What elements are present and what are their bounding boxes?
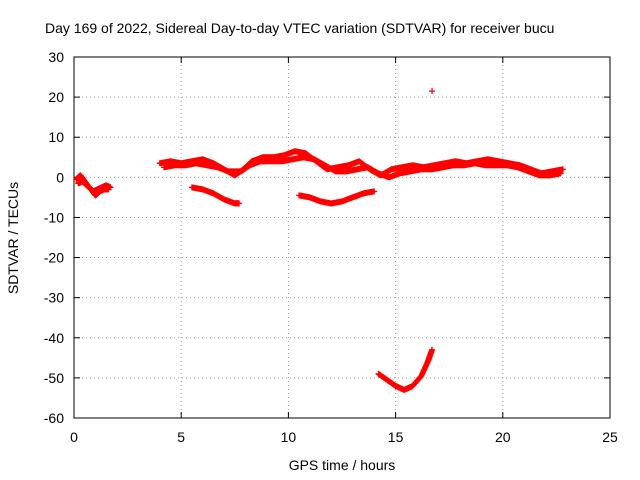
y-tick-label: 20 — [48, 89, 64, 105]
y-tick-label: -30 — [44, 290, 64, 306]
grid — [74, 57, 610, 418]
data-point — [236, 200, 243, 207]
data-point — [371, 188, 378, 195]
data-marks — [73, 88, 566, 393]
y-axis-label: SDTVAR / TECUs — [5, 182, 21, 294]
y-tick-label: -10 — [44, 209, 64, 225]
x-tick-label: 5 — [177, 429, 185, 445]
y-tick-label: -60 — [44, 410, 64, 426]
y-tick-label: 30 — [48, 49, 64, 65]
data-point — [557, 170, 564, 177]
chart-title: Day 169 of 2022, Sidereal Day-to-day VTE… — [45, 20, 554, 36]
y-tick-label: -20 — [44, 250, 64, 266]
x-axis-label: GPS time / hours — [289, 457, 396, 473]
plot-frame — [73, 56, 611, 419]
x-tick-label: 25 — [602, 429, 618, 445]
data-point — [105, 186, 112, 193]
data-point — [429, 346, 436, 353]
data-point — [559, 166, 566, 173]
data-point — [429, 88, 436, 95]
x-tick-label: 0 — [70, 429, 78, 445]
y-tick-label: 0 — [56, 169, 64, 185]
y-tick-label: -50 — [44, 370, 64, 386]
axis-ticks: 0 5 10 15 20 25 30 20 10 0 -10 -20 -30 -40 -50 -60 — [44, 49, 618, 445]
x-tick-label: 15 — [388, 429, 404, 445]
x-tick-label: 10 — [281, 429, 297, 445]
y-tick-label: 10 — [48, 129, 64, 145]
x-tick-label: 20 — [495, 429, 511, 445]
y-tick-label: -40 — [44, 330, 64, 346]
